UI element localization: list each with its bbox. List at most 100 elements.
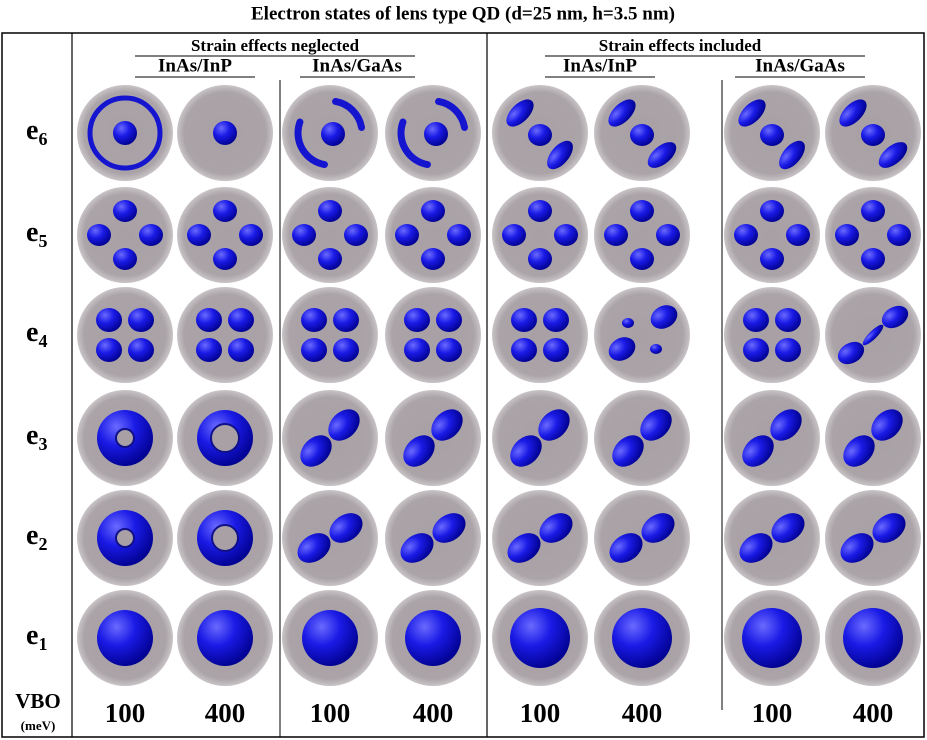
wavefunction-lobe (421, 200, 445, 222)
wavefunction-lobe (507, 533, 541, 563)
dot-background (77, 187, 173, 283)
vbo-value: 400 (413, 698, 454, 728)
dot-background (282, 390, 378, 486)
cell (724, 187, 820, 283)
dot-background (492, 390, 588, 486)
cell (825, 390, 921, 486)
wavefunction-lobe (528, 248, 552, 270)
wavefunction-lobe (861, 124, 885, 146)
dot-background (282, 187, 378, 283)
wavefunction-lobe (424, 122, 448, 146)
cell (594, 590, 690, 686)
cell (77, 85, 173, 181)
state-base: e (26, 620, 38, 651)
wavefunction-lobe (608, 99, 636, 127)
vbo-value: 400 (853, 698, 894, 728)
wavefunction-lobe (403, 435, 435, 467)
cell (282, 390, 378, 486)
state-label: e1 (26, 620, 47, 654)
dot-background (385, 287, 481, 383)
wavefunction-lobe (128, 308, 154, 332)
wavefunction-lobe (436, 308, 462, 332)
cell (724, 85, 820, 181)
vbo-value: 400 (622, 698, 663, 728)
wavefunction-lobe (96, 308, 122, 332)
dot-background (594, 390, 690, 486)
wavefunction-lobe (878, 142, 908, 168)
cell (385, 590, 481, 686)
cell (492, 287, 588, 383)
state-subscript: 5 (38, 231, 47, 251)
wavefunction-lobe (197, 610, 253, 666)
cell (282, 590, 378, 686)
wavefunction-lobe (630, 248, 654, 270)
cell (177, 490, 273, 586)
cell (492, 490, 588, 586)
cell (492, 390, 588, 486)
cell (282, 287, 378, 383)
cell (825, 490, 921, 586)
state-subscript: 4 (38, 331, 47, 351)
cells (77, 85, 921, 686)
wavefunction-lobe (840, 533, 874, 563)
wavefunction-lobe (779, 140, 805, 170)
wavefunction-lobe (404, 338, 430, 362)
frame (1, 32, 925, 738)
wavefunction-lobe (786, 224, 810, 246)
wavefunction-lobe (839, 99, 867, 127)
cell (492, 85, 588, 181)
vbo-label: VBO (15, 689, 61, 713)
state-base: e (26, 217, 38, 248)
cell (282, 187, 378, 283)
material-header: InAs/GaAs (312, 55, 402, 76)
dot-background (177, 187, 273, 283)
wavefunction-lobe (612, 435, 644, 467)
wavefunction-lobe (404, 308, 430, 332)
wavefunction-lobe (318, 248, 342, 270)
cell (177, 590, 273, 686)
wavefunction-lobe (650, 344, 662, 354)
cell (825, 187, 921, 283)
wavefunction-lobe (436, 338, 462, 362)
state-base: e (26, 115, 38, 146)
cell (724, 490, 820, 586)
wavefunction-lobe (612, 608, 672, 668)
wavefunction-lobe (400, 533, 434, 563)
wavefunction-lobe (775, 338, 801, 362)
wavefunction-lobe (647, 142, 677, 168)
material-header: InAs/InP (158, 55, 232, 76)
state-base: e (26, 420, 38, 451)
wavefunction-lobe (630, 200, 654, 222)
cell (77, 187, 173, 283)
wavefunction-lobe (196, 338, 222, 362)
wavefunction-lobe (538, 409, 570, 441)
wavefunction-lobe (743, 338, 769, 362)
wavefunction-lobe (318, 200, 342, 222)
title: Electron states of lens type QD (d=25 nm… (251, 3, 675, 24)
wavefunction-lobe (96, 338, 122, 362)
dot-background (492, 490, 588, 586)
cell (594, 287, 690, 383)
cell (594, 390, 690, 486)
torus-hole (115, 428, 135, 448)
wavefunction-arc (397, 118, 431, 169)
cell (825, 287, 921, 383)
wavefunction-lobe (113, 121, 137, 145)
dot-background (594, 490, 690, 586)
wavefunction-arc (294, 118, 328, 169)
wavefunction-lobe (861, 200, 885, 222)
cell (385, 85, 481, 181)
wavefunction-lobe (301, 338, 327, 362)
wavefunction-lobe (604, 224, 628, 246)
material-header: InAs/GaAs (755, 55, 845, 76)
wavefunction-lobe (213, 121, 237, 145)
wavefunction-lobe (128, 338, 154, 362)
wavefunction-lobe (213, 248, 237, 270)
wavefunction-lobe (862, 324, 884, 346)
dot-background (385, 187, 481, 283)
wavefunction-lobe (113, 248, 137, 270)
dot-background (825, 187, 921, 283)
wavefunction-lobe (502, 224, 526, 246)
wavefunction-lobe (421, 248, 445, 270)
wavefunction-lobe (650, 305, 678, 329)
